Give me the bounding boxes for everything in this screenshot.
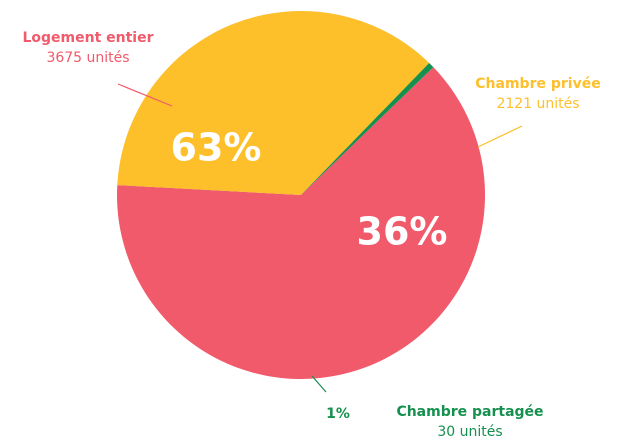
slice-value-label: 2121 unités [496, 96, 579, 112]
leader-line [477, 125, 523, 148]
pie-slice [116, 67, 486, 380]
slice-name: Logement entier [22, 30, 153, 46]
slice-name: Chambre privée [475, 76, 600, 92]
pie-slice [301, 62, 434, 196]
percent-label: 63% [171, 126, 262, 170]
slice-value-label: 30 unités [437, 424, 502, 440]
slice-name: Chambre partagée [396, 404, 543, 420]
slice-value-label: 3675 unités [46, 50, 129, 66]
percent-label: 36% [357, 210, 448, 254]
leader-line [117, 83, 173, 107]
percent-label: 1% [326, 406, 350, 422]
leader-line [311, 375, 327, 393]
pie-slice [117, 11, 430, 195]
